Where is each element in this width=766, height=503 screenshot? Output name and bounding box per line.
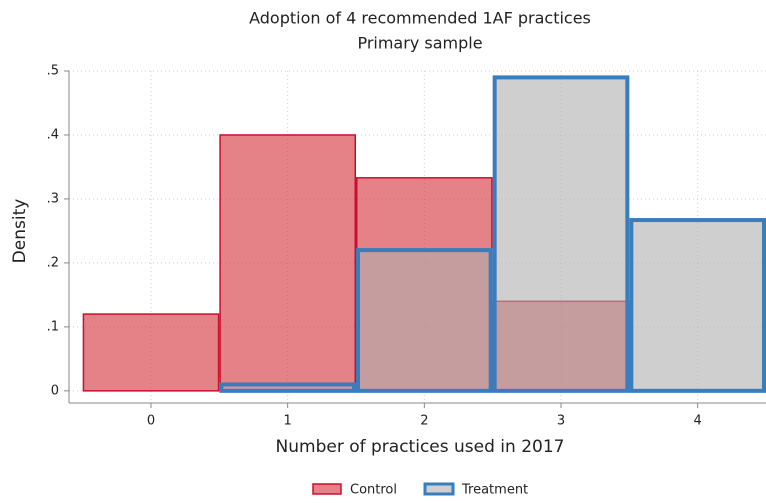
histogram-bar xyxy=(82,313,220,392)
histogram-bar xyxy=(492,75,630,393)
y-tick-label: .2 xyxy=(47,255,59,270)
x-tick-label: 0 xyxy=(147,414,155,429)
y-tick-label: .3 xyxy=(47,191,59,206)
x-axis-label: Number of practices used in 2017 xyxy=(276,437,565,457)
legend-label: Treatment xyxy=(461,483,528,498)
y-tick-label: .1 xyxy=(47,319,59,334)
x-tick-label: 2 xyxy=(420,414,428,429)
x-tick-label: 1 xyxy=(284,414,292,429)
histogram-bar xyxy=(219,134,356,392)
y-tick-label: 0 xyxy=(51,383,59,398)
legend-swatch xyxy=(312,483,342,495)
chart-subtitle: Primary sample xyxy=(357,34,482,53)
y-axis-label: Density xyxy=(10,199,30,264)
histogram-bar xyxy=(629,218,766,393)
legend-label: Control xyxy=(350,483,397,498)
y-tick-label: .4 xyxy=(47,127,59,142)
chart-title: Adoption of 4 recommended 1AF practices xyxy=(249,9,591,28)
x-tick-label: 3 xyxy=(557,414,565,429)
legend-swatch xyxy=(423,482,455,496)
histogram-bar xyxy=(356,248,493,393)
histogram-bar xyxy=(219,382,356,393)
y-tick-label: .5 xyxy=(47,64,59,79)
x-tick-label: 4 xyxy=(694,414,702,429)
